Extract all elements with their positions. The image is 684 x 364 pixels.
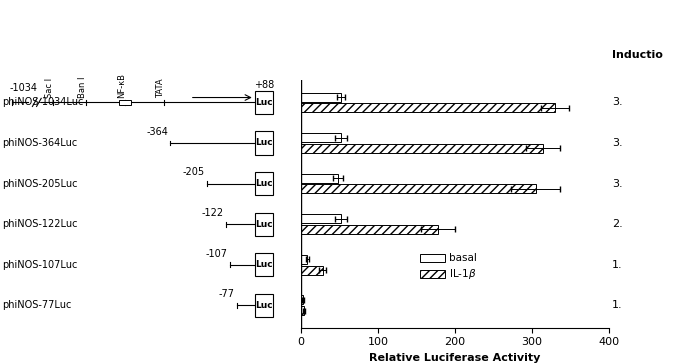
Bar bbox=[420, 254, 445, 262]
X-axis label: Relative Luciferase Activity: Relative Luciferase Activity bbox=[369, 353, 540, 363]
Text: -205: -205 bbox=[183, 167, 205, 178]
Text: Sac I: Sac I bbox=[45, 78, 55, 98]
Bar bbox=[254, 172, 273, 195]
Text: Luc: Luc bbox=[255, 179, 273, 188]
Text: -122: -122 bbox=[202, 208, 224, 218]
Bar bbox=[254, 91, 273, 114]
Bar bbox=[301, 144, 543, 153]
Bar bbox=[301, 103, 555, 112]
Text: Luc: Luc bbox=[255, 98, 273, 107]
Text: -77: -77 bbox=[218, 289, 235, 299]
Text: 1.: 1. bbox=[612, 300, 623, 310]
Text: 2.: 2. bbox=[612, 219, 623, 229]
Bar bbox=[254, 294, 273, 317]
Bar bbox=[301, 133, 341, 142]
Text: phiNOS-77Luc: phiNOS-77Luc bbox=[2, 300, 72, 310]
Bar bbox=[301, 225, 438, 234]
Text: Luc: Luc bbox=[255, 138, 273, 147]
Bar bbox=[254, 213, 273, 236]
Text: NF-κB: NF-κB bbox=[117, 73, 126, 98]
Bar bbox=[301, 266, 322, 274]
Text: 1.: 1. bbox=[612, 260, 623, 270]
Bar bbox=[118, 100, 131, 105]
Bar bbox=[254, 131, 273, 155]
Bar bbox=[301, 296, 303, 304]
Bar bbox=[301, 92, 341, 102]
Text: -364: -364 bbox=[146, 127, 168, 137]
Text: -107: -107 bbox=[206, 249, 228, 258]
Text: Ban I: Ban I bbox=[78, 77, 87, 98]
Text: 3.: 3. bbox=[612, 179, 623, 189]
Text: phiNOS-364Luc: phiNOS-364Luc bbox=[2, 138, 77, 148]
Text: Luc: Luc bbox=[255, 260, 273, 269]
Bar bbox=[301, 306, 304, 315]
Text: basal: basal bbox=[449, 253, 477, 263]
Text: 3.: 3. bbox=[612, 138, 623, 148]
Text: +88: +88 bbox=[254, 80, 274, 90]
Text: TATA: TATA bbox=[157, 79, 166, 98]
Text: Inductio: Inductio bbox=[612, 50, 663, 60]
Text: phiNOS-1034Luc: phiNOS-1034Luc bbox=[2, 98, 83, 107]
Text: phiNOS-205Luc: phiNOS-205Luc bbox=[2, 179, 78, 189]
Text: IL-1$\beta$: IL-1$\beta$ bbox=[449, 267, 476, 281]
Text: phiNOS-107Luc: phiNOS-107Luc bbox=[2, 260, 78, 270]
Bar bbox=[301, 255, 307, 264]
Bar bbox=[301, 214, 341, 223]
Bar bbox=[301, 185, 536, 193]
Text: Luc: Luc bbox=[255, 301, 273, 310]
Text: -1034: -1034 bbox=[9, 83, 37, 94]
Bar bbox=[301, 174, 338, 183]
Bar bbox=[420, 270, 445, 278]
Bar bbox=[254, 253, 273, 276]
Text: Luc: Luc bbox=[255, 219, 273, 229]
Text: 3.: 3. bbox=[612, 98, 623, 107]
Text: phiNOS-122Luc: phiNOS-122Luc bbox=[2, 219, 78, 229]
